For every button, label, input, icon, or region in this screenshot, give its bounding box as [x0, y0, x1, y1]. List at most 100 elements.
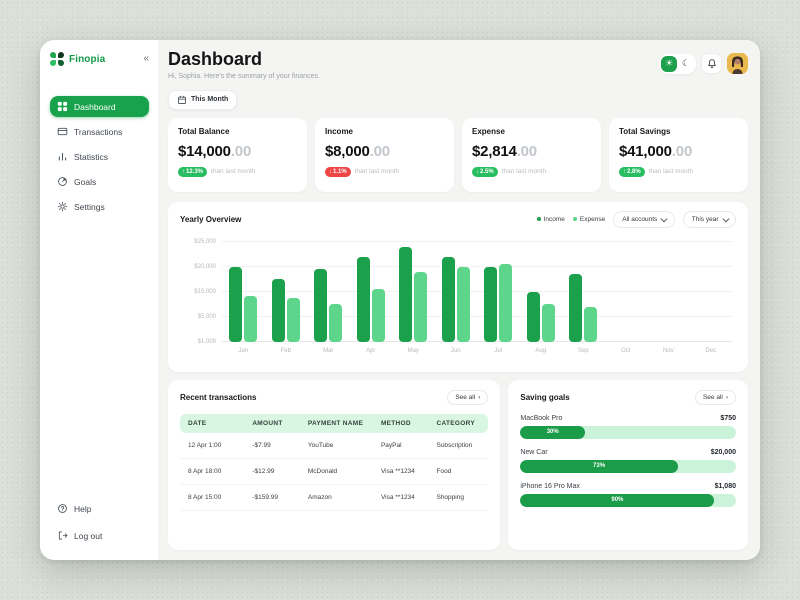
goals-title: Saving goals [520, 392, 570, 402]
stats-row: Total Balance $14,000.00 ↑ 12.3% than las… [168, 117, 748, 192]
gear-icon [57, 201, 68, 212]
chart-bar-expense[interactable] [584, 306, 598, 342]
stat-title: Expense [472, 126, 505, 136]
chart-bar-income[interactable] [484, 266, 498, 342]
transaction-cell-payment_name: McDonald [307, 467, 338, 475]
delta-compare: than last month [354, 168, 400, 176]
transaction-cell-method: Visa **1234 [380, 493, 415, 501]
chevron-down-icon [661, 215, 668, 222]
goal-item: iPhone 16 Pro Max $1,080 90% [520, 483, 736, 507]
goal-item: MacBook Pro $750 30% [520, 415, 736, 439]
sidebar-item-statistics[interactable]: Statistics [50, 146, 149, 167]
chart-month-slot [690, 242, 733, 342]
chart-bar-income[interactable] [569, 274, 583, 342]
goal-name: New Car [520, 448, 548, 456]
page-header: Dashboard Hi, Sophia. Here's the summary… [168, 49, 748, 80]
chart-bar-income[interactable] [526, 291, 540, 342]
chart-bar-income[interactable] [314, 269, 328, 342]
sidebar-item-logout[interactable]: Log out [50, 525, 149, 546]
chart-bar-income[interactable] [271, 279, 285, 342]
stat-value: $2,814.00 [472, 142, 537, 160]
user-avatar[interactable] [727, 53, 748, 74]
goal-percent-label: 73% [593, 463, 606, 470]
year-filter-dropdown[interactable]: This year [682, 210, 736, 228]
period-selector-button[interactable]: This Month [168, 89, 238, 110]
chart-month-slot [435, 242, 478, 342]
arrow-down-icon: ↓ [476, 168, 479, 175]
dark-mode-button[interactable]: ☾ [678, 56, 694, 72]
chart-y-tick: $25,000 [194, 238, 216, 245]
goal-progress-bar: 90% [520, 493, 736, 507]
stat-title: Total Savings [619, 126, 671, 136]
stat-value: $8,000.00 [325, 142, 390, 160]
transaction-cell-category: Shopping [436, 493, 464, 501]
stat-card-income: Income $8,000.00 ↓ 1.1% than last month [315, 117, 454, 192]
delta-badge: ↓ 2.5% [472, 166, 498, 177]
app-window: Finopia « Dashboard Transactions [40, 40, 760, 560]
chart-bar-expense[interactable] [414, 271, 428, 342]
chart-bar-income[interactable] [356, 256, 370, 342]
stat-title: Income [325, 126, 354, 136]
transaction-row[interactable]: 8 Apr 15:00 -$159.99 Amazon Visa **1234 Shop… [180, 485, 489, 511]
goal-progress-fill: 73% [520, 459, 678, 473]
chart-bar-income[interactable] [399, 246, 413, 342]
transaction-cell-date: 8 Apr 15:00 [188, 493, 222, 501]
stat-value: $14,000.00 [178, 142, 252, 160]
chart-bar-expense[interactable] [329, 304, 343, 342]
sidebar-item-transactions[interactable]: Transactions [50, 121, 149, 142]
chart-bar-expense[interactable] [371, 289, 385, 342]
transaction-row[interactable]: 12 Apr 1:00 -$7.99 YouTube PayPal Subscripti… [180, 433, 489, 459]
chart-bar-expense[interactable] [499, 264, 513, 342]
transaction-cell-payment_name: Amazon [307, 493, 332, 501]
chart-plot: $25,000 $20,000 $15,000 $5,000 $1,000 [194, 239, 732, 345]
goal-name: iPhone 16 Pro Max [520, 482, 580, 490]
transactions-see-all-button[interactable]: See all › [447, 389, 489, 405]
chart-bar-income[interactable] [229, 266, 243, 342]
transaction-cell-amount: -$7.99 [252, 441, 271, 449]
legend-expense: Expense [572, 216, 605, 223]
chart-month-slot [477, 242, 520, 342]
yearly-overview-card: Yearly Overview Income Expense All accou… [168, 201, 748, 372]
sidebar-item-dashboard[interactable]: Dashboard [50, 96, 149, 117]
sidebar-item-settings[interactable]: Settings [50, 196, 149, 217]
chart-bar-expense[interactable] [286, 298, 300, 342]
chart-month-label: Mar [323, 347, 334, 354]
light-mode-button[interactable]: ☀ [661, 55, 677, 72]
finopia-logo-icon [50, 52, 64, 66]
goal-progress-bar: 30% [520, 425, 736, 439]
sidebar-item-help[interactable]: Help [50, 498, 149, 519]
theme-toggle[interactable]: ☀ ☾ [659, 53, 696, 74]
chart-bar-expense[interactable] [541, 304, 555, 342]
chart-month-slot [265, 242, 308, 342]
expense-dot-icon [572, 217, 577, 222]
chart-month-slot [562, 242, 605, 342]
transaction-row[interactable]: 8 Apr 18:00 -$12.99 McDonald Visa **1234 Foo… [180, 459, 489, 485]
page-subtitle: Hi, Sophia. Here's the summary of your f… [168, 72, 320, 80]
goal-progress-bar: 73% [520, 459, 736, 473]
chart-bar-income[interactable] [441, 256, 455, 342]
chart-bars [222, 242, 732, 342]
transaction-cell-category: Subscription [436, 441, 473, 449]
chart-bar-expense[interactable] [244, 295, 258, 342]
chart-bar-expense[interactable] [456, 266, 470, 342]
sidebar-item-goals[interactable]: Goals [50, 171, 149, 192]
chart-month-slot [520, 242, 563, 342]
chart-month-label: Oct [621, 347, 631, 354]
notifications-button[interactable] [701, 53, 722, 74]
credit-card-icon [57, 126, 68, 137]
recent-transactions-card: Recent transactions See all › DATE AMOUNT… [168, 379, 501, 550]
transaction-cell-date: 8 Apr 18:00 [188, 467, 222, 475]
help-circle-icon [57, 503, 68, 514]
goal-progress-fill: 90% [520, 493, 715, 507]
chevron-right-icon: › [478, 393, 481, 401]
sidebar-collapse-icon[interactable]: « [143, 53, 149, 64]
goals-see-all-button[interactable]: See all › [694, 389, 736, 405]
chart-month-slot [605, 242, 648, 342]
chart-month-label: Sep [577, 347, 589, 354]
accounts-filter-dropdown[interactable]: All accounts [613, 210, 675, 228]
stat-value: $41,000.00 [619, 142, 693, 160]
main-content: Dashboard Hi, Sophia. Here's the summary… [158, 40, 760, 560]
chart-month-label: Apr [366, 347, 376, 354]
delta-compare: than last month [501, 168, 547, 176]
goal-amount: $750 [720, 414, 736, 422]
